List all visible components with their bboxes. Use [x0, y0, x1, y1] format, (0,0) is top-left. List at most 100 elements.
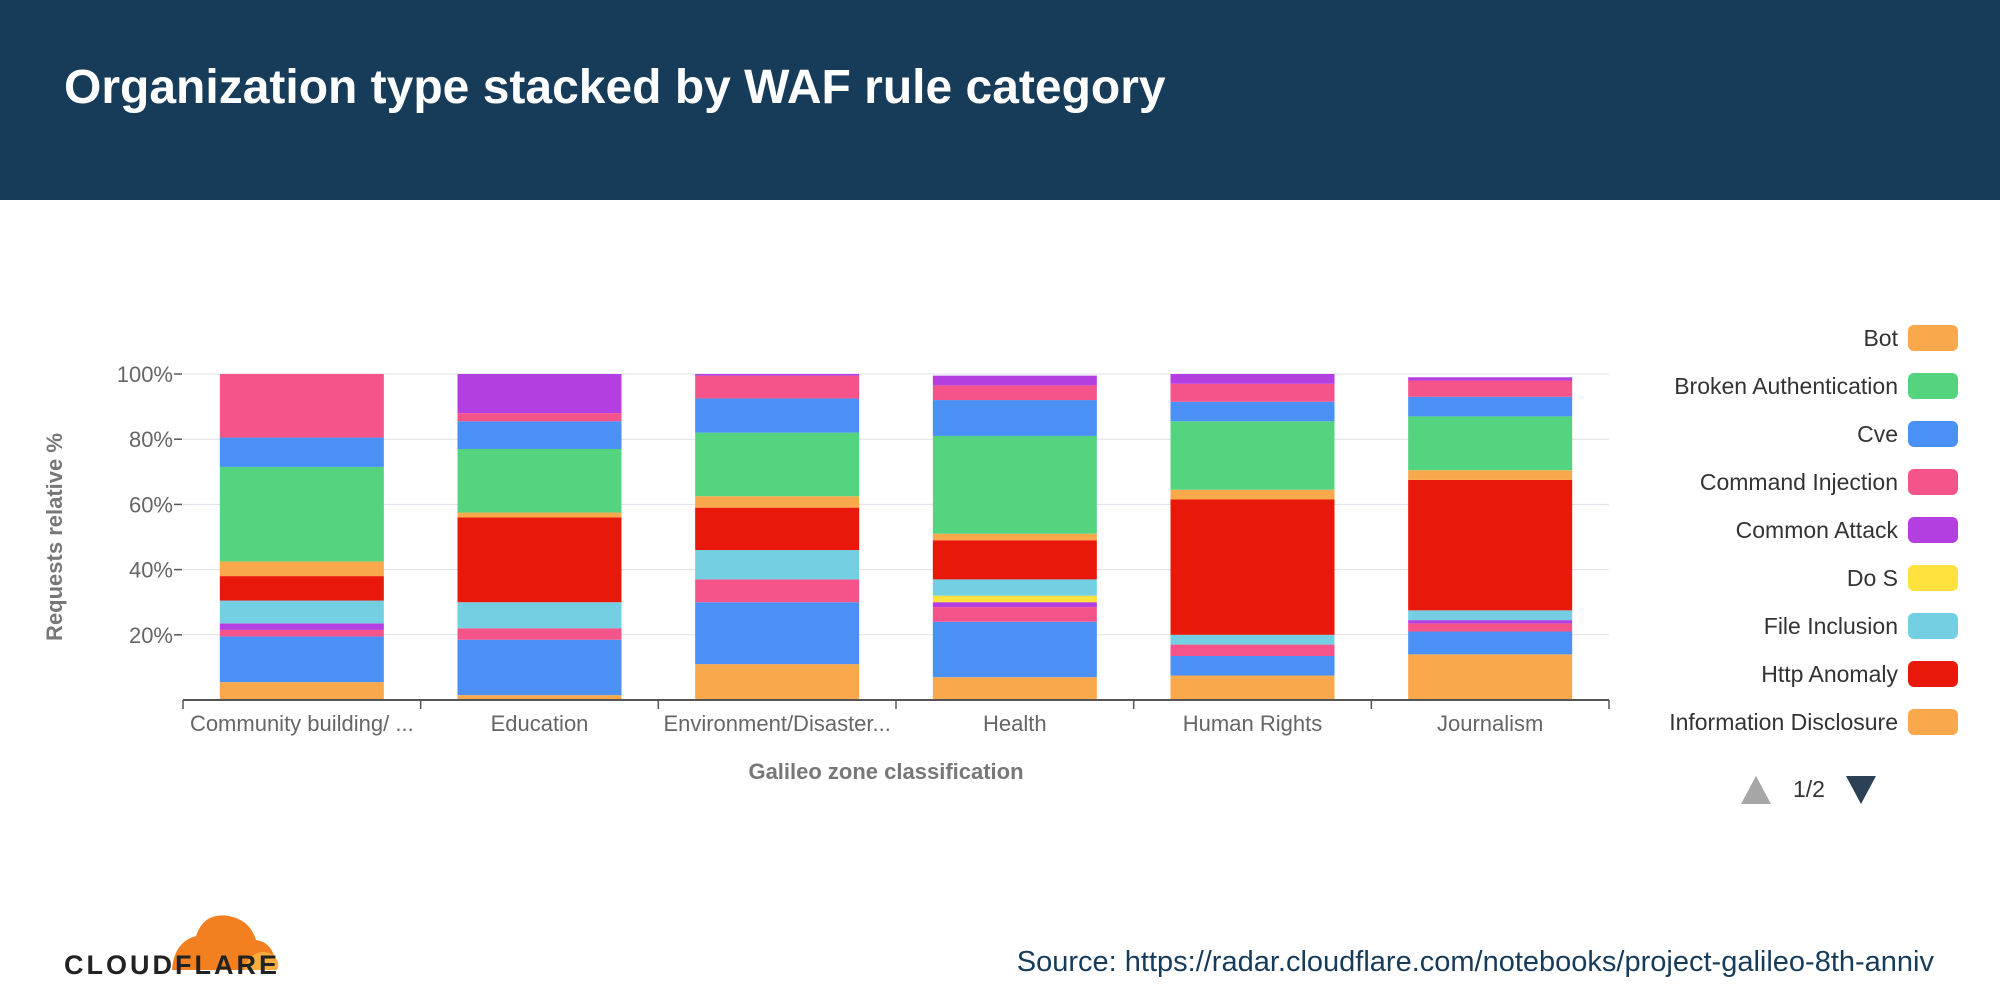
x-tick-label: Health — [983, 711, 1047, 736]
y-axis-title: Requests relative % — [42, 433, 67, 641]
bar-segment-common-attack — [1408, 377, 1573, 381]
legend-page-indicator: 1/2 — [1793, 776, 1825, 802]
bar-segment-file-inclusion — [219, 600, 384, 624]
x-tick-label: Education — [491, 711, 589, 736]
bar-segment-information-disclosure — [219, 561, 384, 577]
logo-text: CLOUDFLARE — [64, 950, 280, 980]
bar-segment-cve — [695, 602, 860, 665]
bar-segment-command-injection — [932, 607, 1097, 622]
y-tick-label: 40% — [129, 558, 173, 583]
bar-segment-cve — [1170, 401, 1335, 422]
legend-swatch-file-inclusion — [1908, 613, 1958, 639]
bar-segment-command-injection — [695, 375, 860, 399]
bar-segment-common-attack — [1170, 374, 1335, 384]
bar-segment-command-injection — [1170, 383, 1335, 402]
bar-segment-command-injection — [1170, 644, 1335, 656]
bar-segment-common-attack — [932, 602, 1097, 608]
legend-swatch-broken-authentication — [1908, 373, 1958, 399]
bar-segment-command-injection — [1408, 623, 1573, 632]
bar-segment-broken-authentication — [1170, 421, 1335, 490]
legend-swatch-information-disclosure — [1908, 709, 1958, 735]
bar-segment-command-injection — [695, 579, 860, 603]
legend-swatch-common-attack — [1908, 517, 1958, 543]
bar-segment-cve — [457, 421, 622, 449]
bar-segment-http-anomaly — [1170, 499, 1335, 635]
bar-segment-http-anomaly — [457, 517, 622, 603]
y-tick-label: 20% — [129, 623, 173, 648]
axes: 20% 40% 60% 80% 100% Community building/ ... E… — [42, 362, 1610, 784]
bar-segment-bot — [219, 682, 384, 700]
y-tick-label: 60% — [129, 492, 173, 517]
bar-segment-common-attack — [457, 374, 622, 414]
legend-label: Cve — [1857, 421, 1898, 447]
bar-segment-broken-authentication — [219, 466, 384, 562]
legend-swatch-command-injection — [1908, 469, 1958, 495]
cloudflare-cloud-logo-icon — [172, 915, 279, 970]
x-tick-label: Human Rights — [1183, 711, 1322, 736]
bar-segment-file-inclusion — [457, 602, 622, 629]
bar-segment-broken-authentication — [1408, 416, 1573, 471]
legend-swatch-http-anomaly — [1908, 661, 1958, 687]
bar-segment-http-anomaly — [932, 540, 1097, 580]
bar-segment-common-attack — [1408, 620, 1573, 624]
bar-segment-cve — [1408, 631, 1573, 655]
bar-segment-common-attack — [932, 375, 1097, 386]
legend-label: Bot — [1863, 325, 1898, 351]
legend-label: Do S — [1847, 565, 1898, 591]
bar-segment-command-injection — [457, 628, 622, 640]
x-tick-label: Environment/Disaster... — [663, 711, 890, 736]
bar-segment-cve — [932, 400, 1097, 436]
bar-segment-cve — [932, 621, 1097, 678]
bar-segment-command-injection — [932, 385, 1097, 401]
legend-label: File Inclusion — [1764, 613, 1898, 639]
bar-segment-bot — [932, 677, 1097, 700]
bar-segment-bot — [695, 664, 860, 700]
legend-swatch-cve — [1908, 421, 1958, 447]
bar-segment-file-inclusion — [1408, 610, 1573, 621]
bar-segment-information-disclosure — [1408, 470, 1573, 480]
bar-segment-broken-authentication — [932, 435, 1097, 534]
legend-page-down-icon[interactable] — [1846, 776, 1876, 804]
bar-segment-file-inclusion — [932, 579, 1097, 596]
bar-segment-command-injection — [457, 413, 622, 422]
bar-segment-information-disclosure — [695, 496, 860, 508]
bar-segment-cve — [1408, 396, 1573, 417]
header-banner: Organization type stacked by WAF rule ca… — [0, 0, 2000, 200]
legend-label: Command Injection — [1700, 469, 1898, 495]
bar-segment-cve — [219, 636, 384, 683]
bar-segment-cve — [219, 437, 384, 467]
bar-segment-information-disclosure — [457, 512, 622, 518]
bar-segment-cve — [457, 639, 622, 696]
bar-segment-command-injection — [1408, 380, 1573, 397]
grid-lines — [183, 373, 1609, 636]
legend-swatch-do-s — [1908, 565, 1958, 591]
bar-segment-http-anomaly — [1408, 479, 1573, 611]
y-tick-label: 100% — [117, 362, 173, 387]
bar-segment-command-injection — [219, 374, 384, 438]
bar-segment-do-s — [932, 595, 1097, 603]
page-title: Organization type stacked by WAF rule ca… — [64, 61, 1166, 114]
y-tick-label: 80% — [129, 427, 173, 452]
legend-swatch-bot — [1908, 325, 1958, 351]
bar-segment-information-disclosure — [1170, 489, 1335, 500]
bar-segment-command-injection — [219, 629, 384, 637]
bar-segment-http-anomaly — [219, 576, 384, 601]
bar-segment-cve — [695, 398, 860, 433]
bar-segment-broken-authentication — [457, 448, 622, 513]
bar-segment-common-attack — [695, 374, 860, 376]
bar-segment-http-anomaly — [695, 507, 860, 551]
bar-segment-common-attack — [219, 623, 384, 630]
legend-page-up-icon[interactable] — [1741, 776, 1771, 804]
legend-label: Broken Authentication — [1674, 373, 1898, 399]
legend-label: Common Attack — [1736, 517, 1899, 543]
bar-segment-bot — [457, 695, 622, 700]
bar-segment-broken-authentication — [695, 432, 860, 497]
x-tick-label: Community building/ ... — [190, 711, 414, 736]
x-axis-title: Galileo zone classification — [748, 759, 1023, 784]
bars — [219, 374, 1573, 700]
x-tick-label: Journalism — [1437, 711, 1543, 736]
bar-segment-information-disclosure — [932, 533, 1097, 541]
bar-segment-bot — [1170, 675, 1335, 700]
bar-segment-cve — [1170, 655, 1335, 676]
